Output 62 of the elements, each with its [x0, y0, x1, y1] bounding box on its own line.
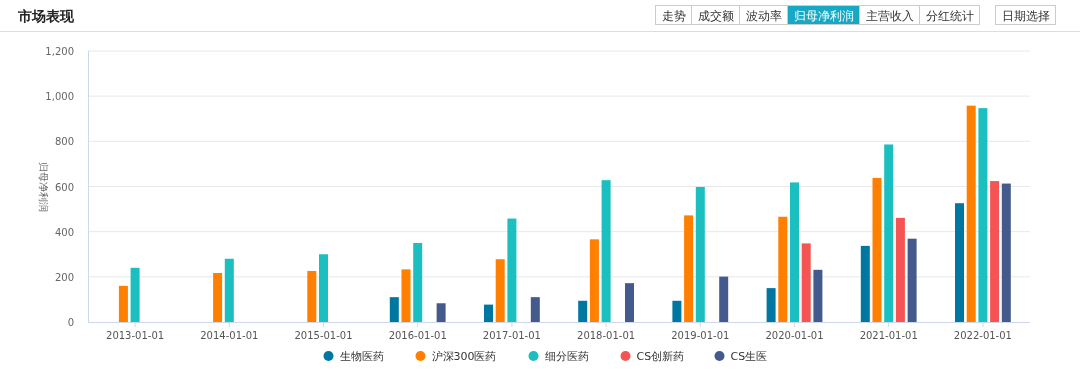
bar — [578, 300, 588, 322]
bar — [672, 300, 682, 322]
title: 市场表现 — [18, 8, 74, 24]
bar — [966, 105, 976, 322]
y-tick-label: 400 — [54, 226, 74, 238]
bar — [978, 108, 988, 322]
bar — [601, 180, 611, 322]
bar — [801, 243, 811, 322]
legend-label: CS生医 — [730, 350, 768, 363]
bar — [990, 181, 1000, 322]
bar — [790, 182, 799, 322]
x-tick-label: 2015-01-01 — [294, 330, 353, 341]
bar — [625, 283, 634, 322]
x-tick-label: 2019-01-01 — [671, 330, 730, 341]
legend-label: 生物医药 — [339, 350, 384, 363]
y-tick-label: 200 — [54, 271, 74, 283]
bar — [389, 297, 399, 322]
bar — [130, 267, 140, 322]
legend-label: CS创新药 — [636, 350, 685, 363]
bar — [118, 285, 128, 322]
bar — [766, 288, 776, 322]
y-tick-label: 1,200 — [45, 46, 74, 57]
bar — [1001, 183, 1011, 322]
bar — [778, 216, 788, 322]
y-tick-label: 800 — [54, 136, 74, 148]
y-tick-label: 0 — [67, 317, 74, 328]
y-tick-label: 1,000 — [45, 91, 74, 103]
y-tick-label: 600 — [54, 181, 74, 193]
bar — [530, 297, 540, 322]
bar — [695, 186, 705, 322]
bar — [955, 203, 964, 322]
bar — [224, 258, 234, 322]
bar — [860, 245, 870, 322]
bar — [907, 238, 917, 322]
legend-label: 沪深300医药 — [431, 350, 497, 363]
bar — [436, 303, 446, 322]
x-tick-label: 2020-01-01 — [765, 330, 824, 341]
x-tick-label: 2021-01-01 — [859, 330, 918, 341]
x-tick-label: 2016-01-01 — [388, 330, 447, 341]
bar — [213, 272, 223, 322]
bar — [719, 276, 729, 322]
bar — [589, 239, 599, 322]
bar — [507, 218, 517, 322]
bar — [884, 144, 894, 322]
buttons: 走势 成交额 波动率 归母净利润 主营收入 分红统计 日期选择 — [655, 5, 1056, 25]
bar — [872, 177, 882, 322]
bar — [484, 304, 493, 322]
x-tick-label: 2017-01-01 — [482, 330, 541, 341]
bar — [813, 269, 823, 322]
y-axis-title: 归母净利润 — [38, 161, 49, 212]
bar — [307, 270, 317, 322]
bar — [401, 269, 411, 322]
x-tick-label: 2013-01-01 — [106, 330, 165, 341]
bar — [684, 215, 694, 322]
bar — [495, 259, 505, 322]
x-tick-label: 2014-01-01 — [200, 330, 259, 341]
legend-label: 细分医药 — [544, 350, 589, 363]
bar — [895, 217, 905, 322]
x-tick-label: 2018-01-01 — [577, 330, 636, 341]
x-tick-label: 2022-01-01 — [953, 330, 1012, 341]
bar — [319, 254, 328, 322]
bar — [413, 242, 423, 322]
